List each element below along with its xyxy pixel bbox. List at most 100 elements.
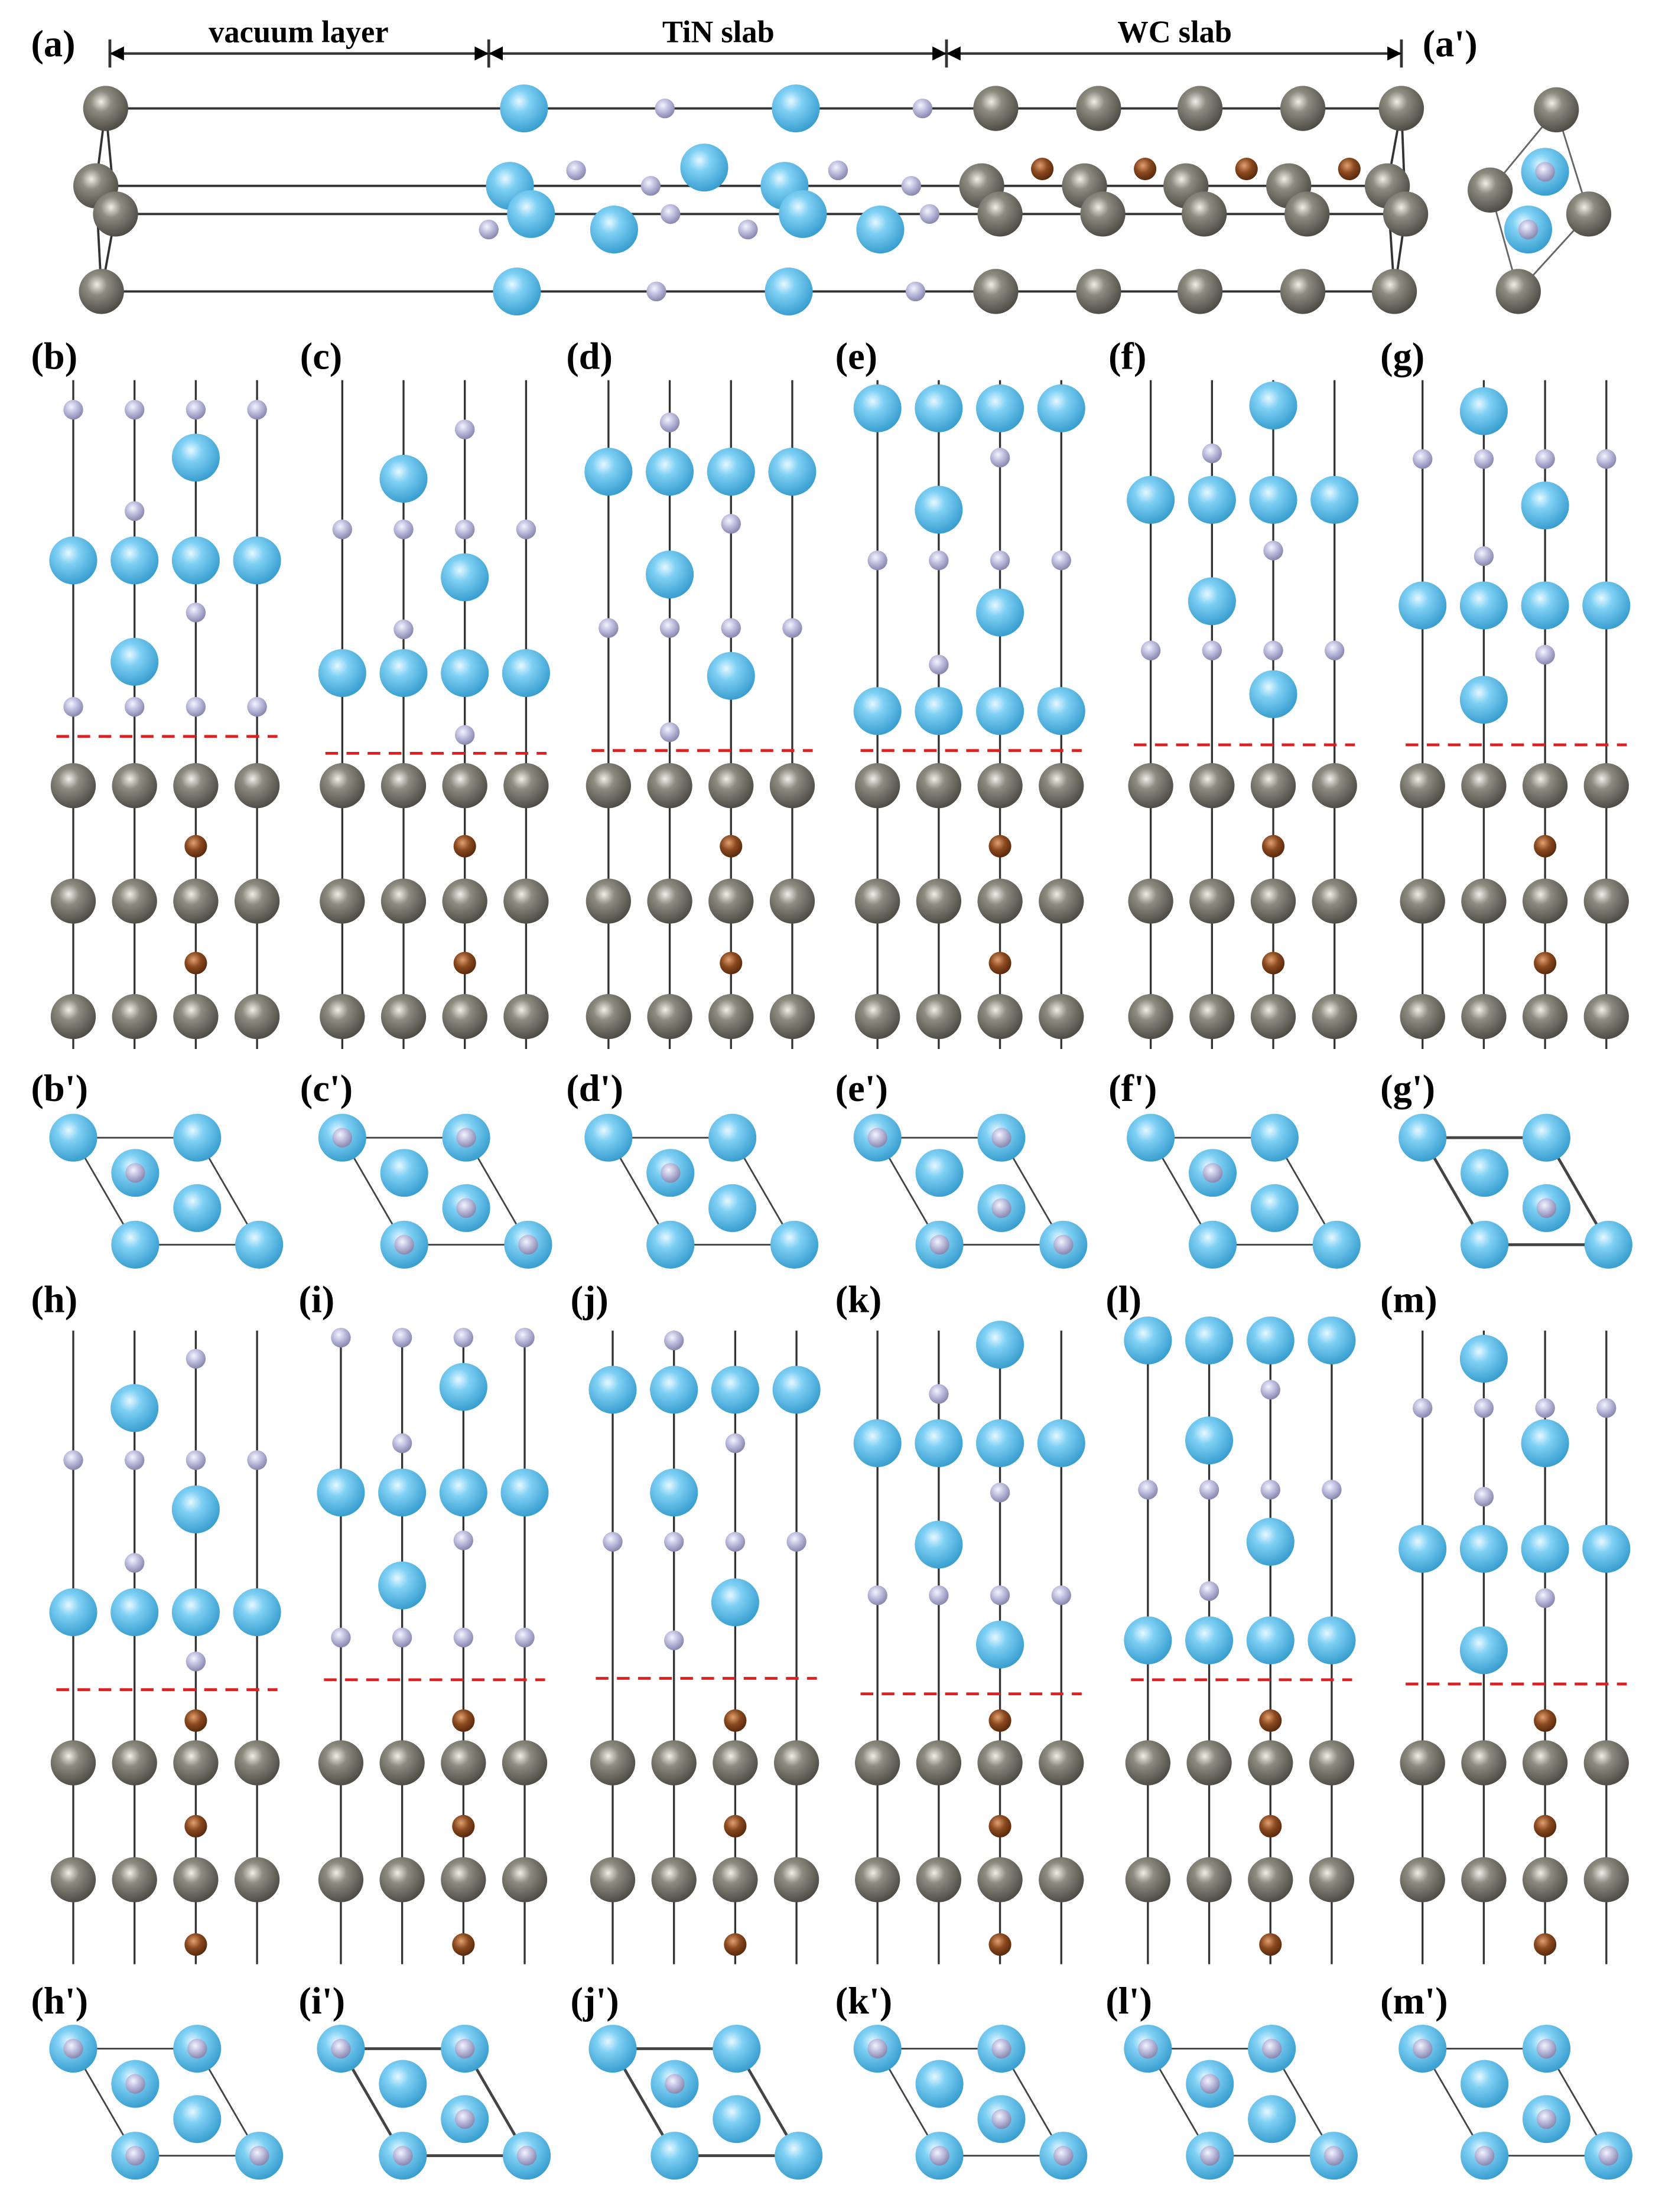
atom <box>1261 835 1285 858</box>
atom <box>1459 1524 1508 1573</box>
atom <box>977 878 1023 924</box>
atom <box>1459 1626 1508 1675</box>
atom <box>1383 191 1429 237</box>
atom <box>1250 993 1296 1040</box>
atom <box>1259 1933 1282 1956</box>
atom <box>394 1234 414 1255</box>
atom <box>640 175 661 196</box>
atom <box>973 86 1019 131</box>
atom <box>515 1327 535 1348</box>
atom <box>1260 1380 1280 1400</box>
atom <box>379 2060 427 2108</box>
atom <box>912 98 933 119</box>
panel-label: (b') <box>31 1067 88 1109</box>
atom <box>187 2038 207 2059</box>
atom <box>1495 269 1541 314</box>
atom <box>1280 269 1326 314</box>
atom <box>991 2109 1011 2129</box>
atom <box>1459 581 1508 630</box>
atom <box>855 878 900 924</box>
atom <box>867 2038 887 2059</box>
atom <box>665 2074 685 2094</box>
atom <box>456 1198 476 1219</box>
atom <box>828 160 848 181</box>
atom <box>853 1419 902 1467</box>
atom <box>1263 640 1283 661</box>
atom <box>1076 86 1121 131</box>
atom <box>184 1814 207 1838</box>
atom <box>1259 1814 1282 1838</box>
panel-label: (i) <box>298 1279 334 1321</box>
atom <box>713 2024 761 2073</box>
panel-label: (g) <box>1380 335 1424 377</box>
panel-label: (j') <box>570 1980 619 2022</box>
atom <box>1182 191 1227 237</box>
atom <box>976 588 1024 637</box>
atom <box>586 878 631 924</box>
atom <box>725 1433 746 1454</box>
atom <box>1522 993 1568 1040</box>
atom <box>1260 1480 1280 1500</box>
atom <box>186 602 206 623</box>
atom <box>1461 1857 1507 1902</box>
atom <box>976 687 1024 735</box>
atom <box>720 835 743 858</box>
atom <box>516 519 536 540</box>
atom <box>234 993 280 1040</box>
atom <box>1308 1316 1356 1364</box>
atom <box>453 835 476 858</box>
atom <box>708 1113 757 1162</box>
atom <box>186 400 206 420</box>
atom <box>1534 1814 1557 1838</box>
atom <box>586 763 631 809</box>
atom <box>1259 1709 1282 1732</box>
atom <box>125 400 145 420</box>
atom <box>1189 763 1235 809</box>
atom <box>990 1483 1010 1503</box>
atom <box>49 1113 97 1162</box>
atom <box>929 1234 949 1255</box>
atom <box>1246 1316 1295 1364</box>
atom <box>502 1740 548 1786</box>
atom <box>1202 1163 1223 1183</box>
atom <box>455 519 475 540</box>
atom <box>173 2095 222 2143</box>
atom <box>1312 993 1357 1040</box>
atom <box>125 696 145 717</box>
atom <box>503 993 549 1040</box>
atom <box>988 1709 1011 1732</box>
atom <box>1199 1480 1219 1500</box>
arrow-head <box>489 46 503 61</box>
panel-label: (h) <box>31 1279 77 1321</box>
atom <box>518 1234 538 1255</box>
atom <box>235 1220 284 1269</box>
atom <box>769 763 815 809</box>
cell-outline <box>876 2048 1065 2157</box>
atom <box>516 2145 537 2166</box>
atom <box>901 175 922 196</box>
atom <box>1583 993 1629 1040</box>
atom <box>320 763 365 809</box>
atom <box>973 269 1019 314</box>
atom <box>1039 763 1084 809</box>
atom <box>708 993 754 1040</box>
atom <box>599 618 619 638</box>
atom <box>1199 1581 1219 1601</box>
atom <box>929 1384 949 1404</box>
atom <box>1474 546 1494 566</box>
atom <box>1535 1398 1555 1418</box>
atom <box>441 1740 486 1786</box>
atom <box>456 1128 476 1148</box>
atom <box>110 637 159 686</box>
atom <box>915 486 963 534</box>
atom <box>584 1113 633 1162</box>
atom <box>1522 1740 1568 1786</box>
atom <box>855 1740 900 1786</box>
atom <box>1522 763 1568 809</box>
atom <box>125 1163 145 1183</box>
atom <box>318 649 366 697</box>
atom <box>664 1630 684 1650</box>
atom <box>1582 581 1631 630</box>
cell-outline <box>1421 2048 1610 2157</box>
